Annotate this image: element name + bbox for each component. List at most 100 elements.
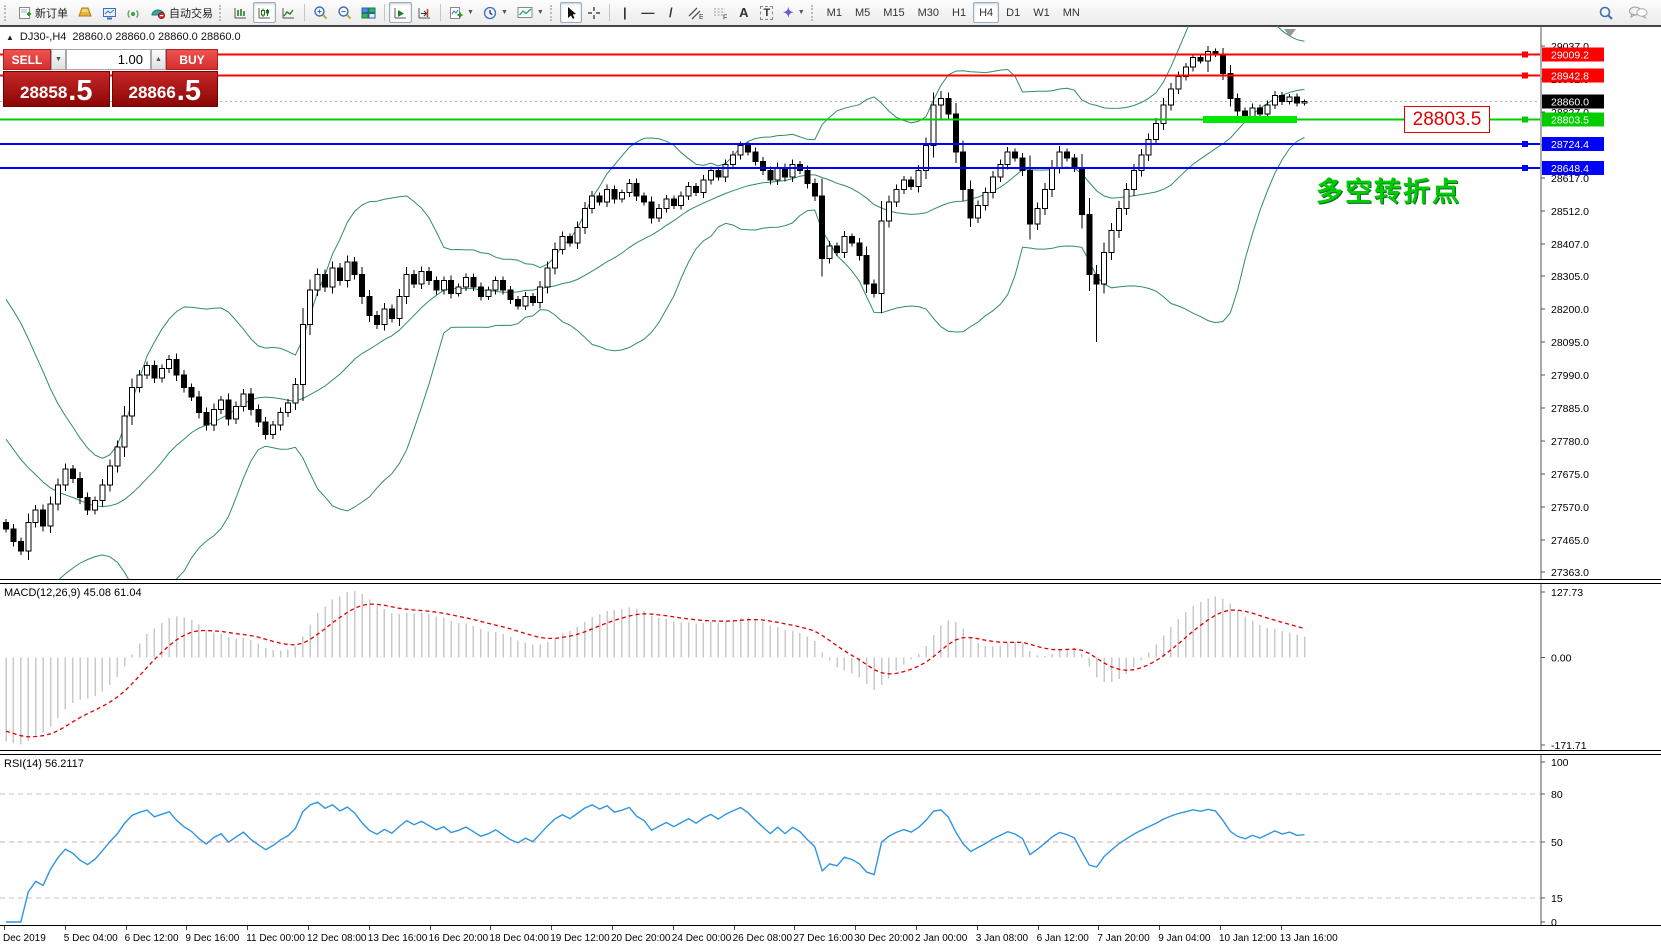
svg-text:15: 15 (1551, 893, 1563, 905)
svg-text:28724.4: 28724.4 (1551, 139, 1589, 151)
macd-pane[interactable]: 127.73 0.00 -171.71 (0, 584, 1661, 750)
search-button[interactable] (1594, 2, 1618, 23)
chart-shift-button[interactable] (413, 2, 436, 23)
buy-price-frac: .5 (176, 74, 201, 107)
time-axis[interactable]: Dec 2019 5 Dec 04:00 6 Dec 12:00 9 Dec 16:0… (0, 925, 1661, 947)
zoom-out-button[interactable] (333, 2, 356, 23)
pane-separator[interactable] (0, 750, 1661, 755)
toolbar-separator (608, 4, 610, 21)
chat-button[interactable] (1624, 2, 1652, 23)
svg-text:28648.4: 28648.4 (1551, 163, 1589, 175)
time-tick (125, 926, 127, 930)
trendline-tool-button[interactable]: / (660, 2, 682, 23)
svg-text:28407.0: 28407.0 (1551, 239, 1589, 251)
text-tool-button[interactable]: A (733, 2, 755, 23)
svg-text:28617.0: 28617.0 (1551, 173, 1589, 185)
buy-button[interactable]: BUY (166, 49, 218, 70)
volume-input[interactable]: 1.00 (66, 49, 151, 70)
timeframe-m30-button[interactable]: M30 (917, 6, 940, 19)
time-label: 12 Dec 08:00 (307, 933, 367, 944)
toolbar-grip[interactable] (810, 4, 817, 21)
signal-icon (127, 9, 139, 18)
templates-button[interactable]: ▼ (513, 2, 548, 23)
cursor-tool-button[interactable] (559, 2, 582, 23)
timeframe-d1-button[interactable]: D1 (1006, 6, 1021, 19)
time-tick (1098, 926, 1100, 930)
text-tool-icon: A (739, 5, 749, 20)
time-tick (368, 926, 370, 930)
volume-increase-button[interactable]: ▲ (151, 49, 166, 70)
time-tick (429, 926, 431, 930)
pane-separator[interactable] (0, 579, 1661, 584)
new-order-label: 新订单 (35, 7, 68, 20)
line-chart-mode-button[interactable] (277, 2, 300, 23)
svg-text:27570.0: 27570.0 (1551, 502, 1589, 514)
auto-scroll-button[interactable] (389, 2, 412, 23)
period-button[interactable]: ▼ (479, 2, 512, 23)
svg-text:28305.0: 28305.0 (1551, 271, 1589, 283)
time-label: 24 Dec 00:00 (671, 933, 732, 944)
support-price-callout[interactable]: 28803.5 (1404, 106, 1490, 133)
one-click-panel-toggle[interactable]: ▲ (6, 32, 14, 42)
time-tick (308, 926, 309, 930)
time-label: 13 Jan 16:00 (1279, 933, 1338, 944)
time-tick (186, 926, 188, 930)
svg-text:27363.0: 27363.0 (1551, 567, 1589, 579)
signals-button[interactable] (122, 2, 145, 23)
chart-title: ▲ DJ30-,H4 28860.0 28860.0 28860.0 28860… (6, 31, 241, 43)
auto-scroll-icon (394, 7, 406, 18)
arrows-tool-button[interactable]: ✦ ▼ (779, 2, 809, 23)
time-label: 2 Jan 00:00 (915, 933, 968, 944)
auto-trading-icon (151, 9, 165, 19)
cursor-icon (567, 6, 576, 19)
sell-button[interactable]: SELL (3, 49, 51, 70)
deposit-button[interactable] (73, 2, 97, 23)
sell-price-display[interactable]: 28858 .5 (3, 71, 110, 107)
timeframe-w1-button[interactable]: W1 (1033, 6, 1050, 19)
clock-icon (483, 6, 497, 19)
indicators-button[interactable]: ▼ (445, 2, 478, 23)
time-label: 20 Dec 20:00 (611, 933, 671, 944)
volume-decrease-button[interactable]: ▼ (51, 49, 66, 70)
bar-chart-mode-button[interactable] (229, 2, 252, 23)
toolbar-grip[interactable] (549, 4, 556, 21)
annotation-text[interactable]: 多空转折点 (1316, 177, 1461, 207)
tile-windows-button[interactable] (357, 2, 380, 23)
timeframe-m15-button[interactable]: M15 (883, 6, 905, 19)
main-chart-pane[interactable]: 29037.028932.028827.028722.028617.028512… (0, 26, 1661, 579)
timeframe-h4-button[interactable]: H4 (973, 2, 1000, 23)
horizontal-line-icon: — (641, 5, 655, 20)
timeframe-m1-button[interactable]: M1 (826, 6, 842, 19)
new-order-button[interactable]: 新订单 (14, 2, 72, 23)
timeframe-m5-button[interactable]: M5 (854, 6, 871, 19)
toolbar-grip[interactable] (4, 4, 10, 21)
timeframe-h1-button[interactable]: H1 (952, 6, 967, 19)
time-tick (916, 926, 917, 930)
candlestick-mode-button[interactable] (253, 2, 276, 23)
svg-text:0.00: 0.00 (1551, 652, 1572, 664)
svg-text:27675.0: 27675.0 (1551, 469, 1589, 481)
fibonacci-tool-button[interactable]: F (708, 2, 732, 23)
timeframe-mn-button[interactable]: MN (1062, 6, 1080, 19)
toolbar-separator (440, 4, 441, 21)
vertical-line-tool-button[interactable]: | (614, 2, 636, 23)
auto-trading-button[interactable]: 自动交易 (146, 2, 217, 23)
equidistant-channel-icon: E (688, 7, 703, 20)
time-tick (247, 926, 249, 930)
svg-text:29009.2: 29009.2 (1551, 50, 1589, 62)
market-watch-button[interactable] (98, 2, 121, 23)
zoom-in-button[interactable] (309, 2, 332, 23)
buy-price-main: 28866 (128, 83, 176, 103)
crosshair-tool-button[interactable] (583, 2, 605, 23)
time-tick (4, 926, 5, 930)
text-label-tool-button[interactable]: T (756, 2, 778, 23)
rsi-pane[interactable]: 100 80 50 15 0 (0, 755, 1661, 925)
horizontal-line-tool-button[interactable]: — (637, 2, 659, 23)
toolbar-grip[interactable] (219, 4, 225, 21)
chart-symbol-period: DJ30-,H4 (19, 31, 67, 43)
tile-windows-icon (361, 7, 376, 18)
time-tick (490, 926, 492, 930)
time-label: 5 Dec 04:00 (63, 933, 118, 944)
equidistant-channel-tool-button[interactable]: E (683, 2, 707, 23)
buy-price-display[interactable]: 28866 .5 (111, 71, 218, 107)
